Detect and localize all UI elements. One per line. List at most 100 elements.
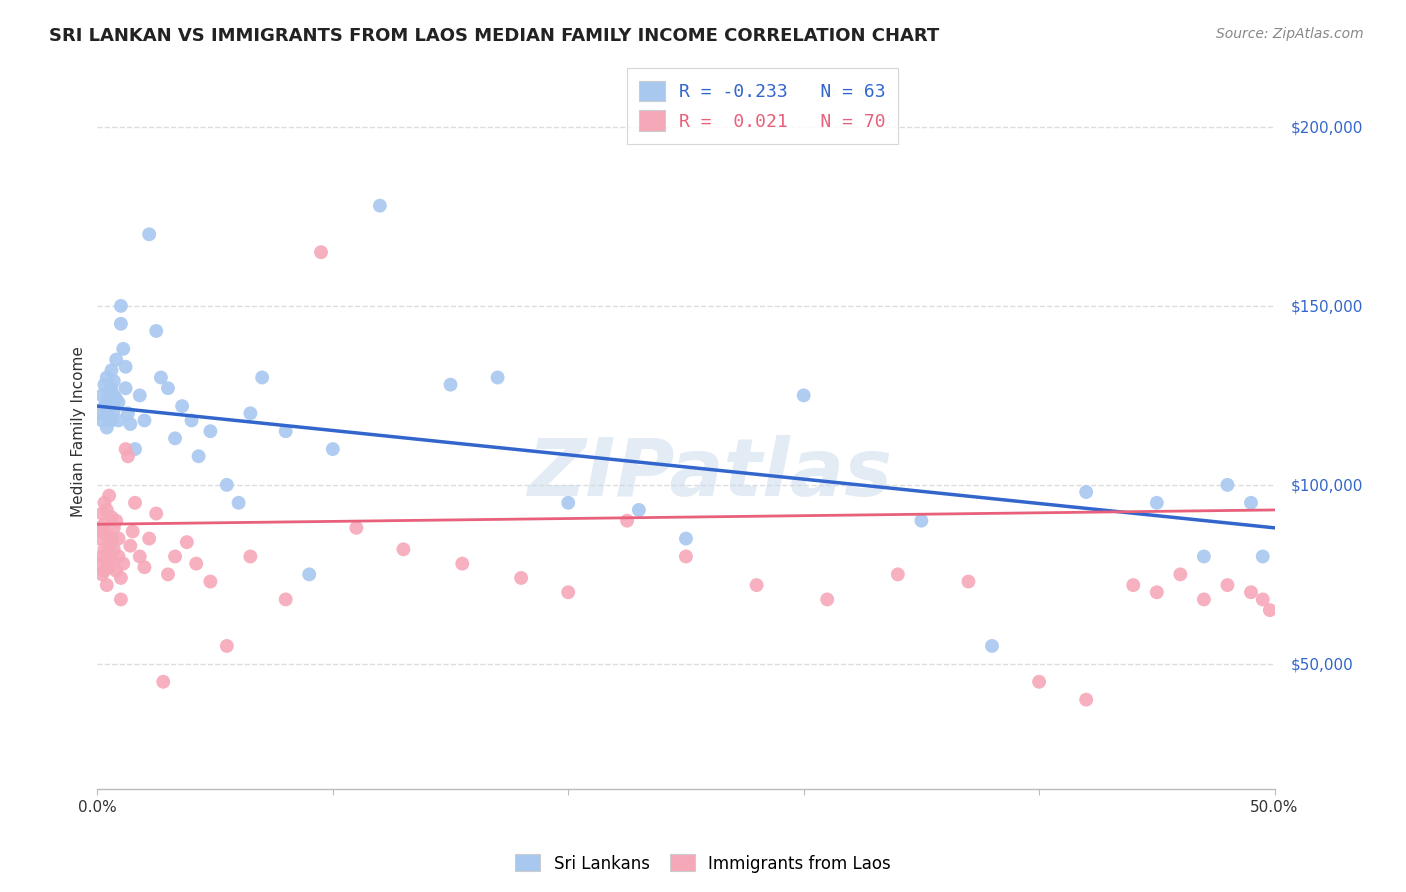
Point [103, 388, 125, 402]
Point [439, 377, 461, 392]
Point [93, 564, 115, 578]
Point [91, 388, 114, 402]
Point [557, 585, 579, 599]
Point [1146, 496, 1168, 510]
Point [91, 413, 114, 427]
Point [98, 539, 121, 553]
Point [1192, 549, 1215, 564]
Point [91, 567, 114, 582]
Point [124, 442, 146, 456]
Point [100, 553, 122, 567]
Point [103, 374, 125, 388]
Point [93, 517, 115, 532]
Point [1192, 592, 1215, 607]
Point [96, 420, 118, 434]
Point [1240, 496, 1263, 510]
Point [1251, 549, 1274, 564]
Point [1146, 585, 1168, 599]
Text: SRI LANKAN VS IMMIGRANTS FROM LAOS MEDIAN FAMILY INCOME CORRELATION CHART: SRI LANKAN VS IMMIGRANTS FROM LAOS MEDIA… [49, 27, 939, 45]
Point [172, 399, 194, 413]
Point [110, 571, 132, 585]
Point [274, 592, 297, 607]
Point [96, 578, 118, 592]
Point [1122, 578, 1144, 592]
Point [89, 521, 111, 535]
Point [187, 449, 209, 463]
Point [486, 370, 509, 384]
Point [152, 674, 174, 689]
Point [274, 424, 297, 438]
Point [156, 567, 179, 582]
Point [1251, 592, 1274, 607]
Point [93, 399, 115, 413]
Point [103, 542, 125, 557]
Point [200, 424, 222, 438]
Point [815, 592, 838, 607]
Point [200, 574, 222, 589]
Point [981, 639, 1004, 653]
Point [89, 557, 111, 571]
Point [239, 406, 262, 420]
Point [98, 392, 121, 406]
Point [110, 592, 132, 607]
Point [114, 381, 136, 395]
Point [180, 413, 202, 427]
Point [107, 532, 129, 546]
Point [910, 514, 932, 528]
Point [114, 359, 136, 374]
Point [793, 388, 815, 402]
Point [107, 395, 129, 409]
Point [98, 560, 121, 574]
Point [745, 578, 768, 592]
Point [627, 503, 650, 517]
Point [105, 352, 128, 367]
Point [96, 553, 118, 567]
Point [675, 532, 697, 546]
Point [100, 510, 122, 524]
Point [114, 442, 136, 456]
Point [98, 384, 121, 399]
Point [98, 489, 121, 503]
Point [344, 521, 367, 535]
Point [163, 549, 186, 564]
Point [163, 431, 186, 445]
Point [91, 524, 114, 539]
Point [156, 381, 179, 395]
Point [100, 413, 122, 427]
Point [1170, 567, 1192, 582]
Point [510, 571, 533, 585]
Point [117, 449, 139, 463]
Point [228, 496, 250, 510]
Point [134, 413, 156, 427]
Point [96, 370, 118, 384]
Point [368, 199, 391, 213]
Point [298, 567, 321, 582]
Point [120, 417, 142, 431]
Point [145, 507, 167, 521]
Legend: R = -0.233   N = 63, R =  0.021   N = 70: R = -0.233 N = 63, R = 0.021 N = 70 [627, 68, 898, 144]
Point [98, 409, 121, 424]
Point [100, 532, 122, 546]
Point [134, 560, 156, 574]
Point [675, 549, 697, 564]
Point [110, 317, 132, 331]
Point [145, 324, 167, 338]
Point [128, 549, 150, 564]
Text: ZIPatlas: ZIPatlas [527, 435, 891, 513]
Point [105, 392, 128, 406]
Point [1240, 585, 1263, 599]
Point [89, 532, 111, 546]
Point [89, 406, 111, 420]
Legend: Sri Lankans, Immigrants from Laos: Sri Lankans, Immigrants from Laos [509, 847, 897, 880]
Point [117, 406, 139, 420]
Point [93, 542, 115, 557]
Point [96, 395, 118, 409]
Point [149, 370, 172, 384]
Point [93, 496, 115, 510]
Point [215, 639, 238, 653]
Point [250, 370, 273, 384]
Point [96, 528, 118, 542]
Point [100, 381, 122, 395]
Point [93, 377, 115, 392]
Point [138, 532, 160, 546]
